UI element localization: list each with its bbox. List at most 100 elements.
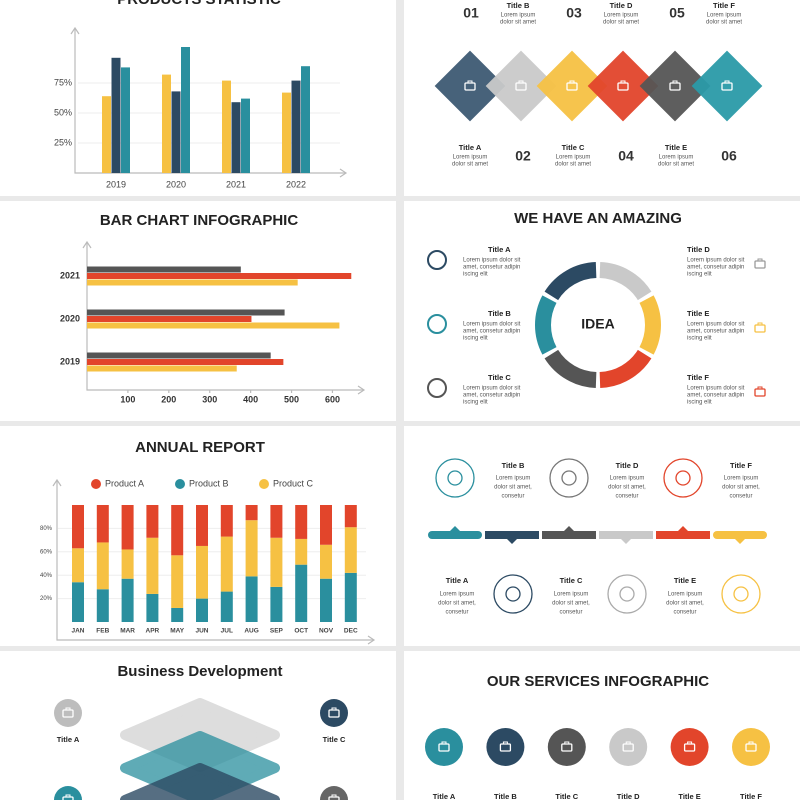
step-number: 01 (463, 5, 479, 21)
item-text: dolor sit amet, (438, 601, 476, 607)
y-tick-label: 25% (54, 137, 72, 147)
icon-circle (320, 699, 348, 727)
icon-circle (670, 728, 709, 766)
icon (427, 378, 447, 398)
legend-label: Product C (273, 478, 314, 488)
x-tick-label: 300 (202, 394, 217, 404)
item-title: Title F (740, 792, 762, 800)
item-text: amet, consetur adipin (463, 393, 520, 399)
bar-segment (344, 527, 357, 573)
icon (724, 80, 730, 84)
ring-segment (544, 262, 597, 301)
icon (733, 586, 749, 602)
icon-circle (732, 728, 770, 766)
center-label: IDEA (581, 316, 614, 332)
bar-segment (196, 545, 208, 599)
bar-segment (295, 505, 308, 539)
bar-segment (245, 505, 258, 521)
icon (427, 314, 447, 334)
bar (87, 266, 241, 273)
icon (561, 470, 577, 486)
bar-segment (196, 505, 208, 546)
bar (87, 279, 298, 286)
chart-title: PRODUCTS STATISTIC (117, 0, 281, 8)
bar-segment (320, 505, 332, 545)
icon-circle (486, 728, 525, 766)
x-tick-label: 400 (243, 394, 258, 404)
item-text: iscing elit (687, 272, 712, 278)
bar-segment (121, 505, 134, 550)
timeline-segment (656, 531, 710, 539)
item-text: Lorem ipsum dolor sit (463, 386, 521, 392)
timeline-tab (735, 539, 745, 544)
icon-circle (54, 786, 82, 800)
bar (87, 365, 237, 372)
step-text: Lorem ipsum (556, 155, 591, 161)
item-text: dolor sit amet, (552, 601, 590, 607)
y-tick-label: 60% (40, 549, 53, 555)
item-text: iscing elit (463, 400, 488, 406)
axis (74, 28, 346, 174)
icon-ring (663, 458, 703, 498)
layer (120, 763, 280, 800)
legend-swatch (91, 479, 101, 489)
legend-label: Product A (105, 478, 144, 488)
item-text: consetur (501, 494, 524, 500)
bar (171, 91, 181, 173)
ring-segment (599, 262, 652, 301)
step-title: Title E (665, 143, 687, 152)
bar-segment (270, 586, 283, 622)
bar (87, 359, 284, 365)
bar (231, 102, 241, 173)
item-text: dolor sit amet, (608, 485, 646, 491)
item-title: Title C (323, 735, 346, 744)
icon (569, 80, 575, 84)
bar-segment (344, 505, 357, 528)
icon (619, 586, 635, 602)
bar-segment (146, 505, 159, 538)
x-tick-label: 2021 (226, 179, 246, 189)
step-text: dolor sit amet (500, 20, 536, 26)
bar-segment (220, 591, 233, 622)
x-tick-label: JAN (71, 628, 84, 635)
icon-circle (547, 728, 586, 766)
icon (757, 386, 763, 390)
panel-title: OUR SERVICES INFOGRAPHIC (487, 673, 709, 690)
item-text: iscing elit (687, 336, 712, 342)
bar-segment (96, 505, 109, 543)
item-text: Lorem ipsum (440, 592, 475, 598)
icon-ring (549, 458, 589, 498)
axis-arrow (339, 168, 348, 178)
chart-title: BAR CHART INFOGRAPHIC (100, 212, 298, 229)
icon-circle (54, 699, 82, 727)
x-tick-label: APR (146, 628, 160, 635)
x-tick-label: SEP (270, 628, 284, 635)
step-text: dolor sit amet (452, 162, 488, 168)
bar-segment (220, 505, 233, 537)
y-tick-label: 50% (54, 107, 72, 117)
item-text: amet, consetur adipin (687, 265, 744, 271)
ring-segment (535, 295, 557, 355)
bar (241, 98, 250, 173)
y-tick-label: 40% (40, 573, 53, 579)
step-text: Lorem ipsum (453, 155, 488, 161)
item-title: Title F (730, 461, 752, 470)
item-title: Title E (678, 792, 700, 800)
item-text: amet, consetur adipin (687, 393, 744, 399)
y-tick-label: 20% (40, 596, 53, 602)
bar (222, 80, 231, 173)
timeline-tab (564, 526, 574, 531)
icon (505, 586, 521, 602)
bar-segment (171, 505, 184, 556)
icon (65, 707, 71, 711)
axis-arrow (70, 26, 80, 35)
item-title: Title E (674, 576, 696, 585)
item-title: Title A (433, 792, 456, 800)
item-title: Title E (687, 309, 709, 318)
x-tick-label: JUN (195, 628, 208, 635)
x-tick-label: MAR (120, 628, 135, 635)
axis-arrow (357, 385, 366, 395)
item-title: Title F (687, 373, 709, 382)
bar-segment (245, 576, 258, 622)
icon (757, 322, 763, 326)
